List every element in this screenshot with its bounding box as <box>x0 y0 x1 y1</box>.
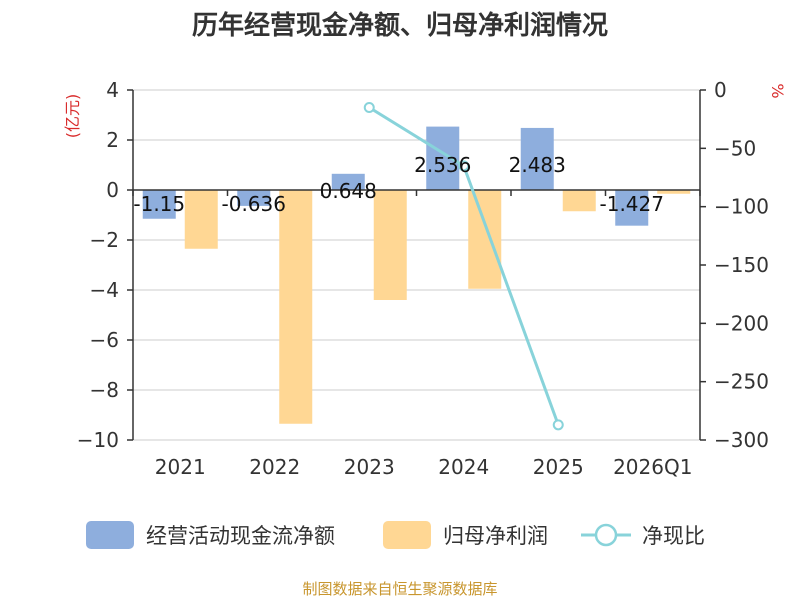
data-labels: -1.15 -0.636 0.648 2.536 2.483 -1.427 <box>133 153 664 216</box>
right-tick-label: −150 <box>714 253 769 277</box>
bar-profit <box>562 190 596 212</box>
bar-profit <box>184 190 218 249</box>
right-tick-label: −50 <box>714 136 756 160</box>
legend-label-profit: 归母净利润 <box>443 524 548 548</box>
x-tick-label: 2024 <box>438 455 489 479</box>
grid-lines <box>133 89 700 441</box>
right-tick-label: −200 <box>714 311 769 335</box>
x-tick-label: 2023 <box>344 455 395 479</box>
source-note: 制图数据来自恒生聚源数据库 <box>302 580 497 598</box>
left-tick-label: 0 <box>106 178 119 202</box>
data-label-cashflow: 2.536 <box>414 153 471 177</box>
left-axis-unit: (亿元) <box>63 94 82 139</box>
right-axis-unit: % <box>768 83 787 98</box>
right-tick-label: −300 <box>714 428 769 452</box>
ratio-point <box>552 419 564 431</box>
legend-label-ratio: 净现比 <box>642 524 705 548</box>
bar-cashflow <box>615 190 649 226</box>
bar-marks <box>142 126 691 424</box>
ratio-point <box>458 160 470 172</box>
bar-profit <box>373 190 407 300</box>
right-tick-label: −100 <box>714 195 769 219</box>
x-tick-label: 2022 <box>249 455 300 479</box>
left-tick-label: −6 <box>90 328 119 352</box>
bar-cashflow <box>237 190 271 206</box>
chart-title: 历年经营现金净额、归母净利润情况 <box>192 10 608 41</box>
bar-profit <box>657 190 691 194</box>
left-tick-label: −8 <box>90 378 119 402</box>
left-tick-label: −10 <box>77 428 119 452</box>
bar-cashflow <box>331 173 365 190</box>
ratio-point <box>363 102 375 113</box>
data-label-cashflow: -1.15 <box>133 192 185 216</box>
right-tick-label: 0 <box>714 78 727 102</box>
legend-swatch-cashflow <box>86 521 134 549</box>
ratio-line <box>363 102 564 431</box>
data-label-cashflow: 2.483 <box>509 153 566 177</box>
right-tick-label: −250 <box>714 370 769 394</box>
bar-profit <box>468 190 502 289</box>
left-tick-label: 2 <box>106 128 119 152</box>
x-tick-label: 2021 <box>155 455 206 479</box>
bar-profit <box>279 190 313 424</box>
data-label-cashflow: -0.636 <box>222 192 286 216</box>
legend-swatch-profit <box>383 521 431 549</box>
bar-cashflow <box>142 190 176 219</box>
data-label-cashflow: -1.427 <box>600 192 664 216</box>
left-tick-label: −4 <box>90 278 119 302</box>
x-tick-label: 2025 <box>533 455 584 479</box>
left-tick-label: −2 <box>90 228 119 252</box>
axes: 420−2−4−6−8−100−50−100−150−200−250−30020… <box>77 78 769 479</box>
left-tick-label: 4 <box>106 78 119 102</box>
bar-cashflow <box>520 127 554 190</box>
legend-marker-ratio <box>594 523 618 547</box>
data-label-cashflow: 0.648 <box>320 179 377 203</box>
x-tick-label: 2026Q1 <box>613 455 692 479</box>
legend-label-cashflow: 经营活动现金流净额 <box>146 524 335 548</box>
legend: 经营活动现金流净额 归母净利润 净现比 <box>86 521 705 549</box>
